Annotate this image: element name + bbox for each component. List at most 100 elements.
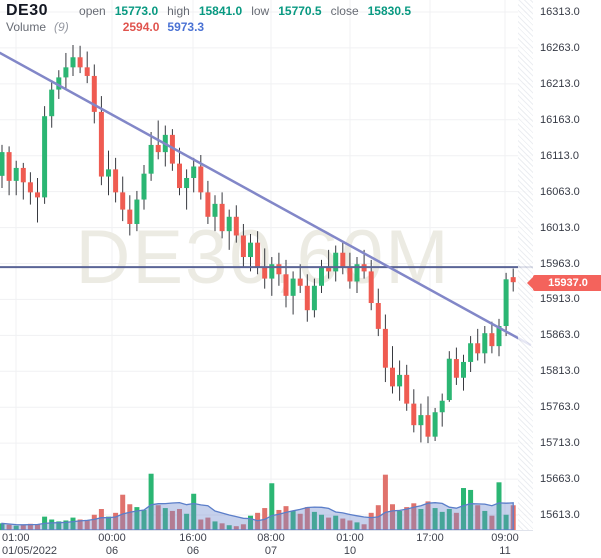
candle [468,336,474,373]
candle [354,257,360,293]
candle [262,248,268,289]
volume-bar [347,520,353,530]
candle [453,347,459,385]
low-label: low [251,4,270,18]
time-axis-tick: 00:00 06 [98,532,126,557]
volume-value: 2594.0 [122,20,160,34]
volume-bar [311,511,317,530]
high-label: high [167,4,190,18]
volume-bar [418,509,424,530]
candle [70,45,76,76]
candle [432,407,438,441]
price-axis-label: 15863.0 [540,329,580,342]
volume-bar [84,520,90,530]
volume-bar [148,473,154,530]
time-axis-tick: 08:00 07 [257,532,285,557]
candle [510,268,516,292]
volume-bar [120,494,126,530]
candle [240,223,246,268]
candle [319,259,324,293]
volume-bar [20,525,26,530]
candle [290,271,296,315]
volume-bar [212,521,218,530]
volume-ma-value: 5973.3 [167,20,205,34]
volume-bar [283,506,289,530]
candle [233,205,239,243]
candle [347,252,353,289]
candle [411,389,417,433]
volume-bar [98,509,104,530]
volume-bar [49,519,55,530]
volume-bar [446,509,452,530]
candle [248,234,253,272]
volume-bar [390,504,395,530]
candle [91,64,97,124]
time-axis[interactable]: 01:00 01/05/2022 00:00 06 16:00 06 08:00 07 01:0… [0,530,533,558]
price-axis-label: 15763.0 [540,401,580,414]
volume-bar [77,519,83,530]
volume-bar [70,517,76,530]
price-axis-label: 15913.0 [540,293,580,306]
candle [184,169,190,210]
candle [84,51,90,84]
volume-bar [106,516,111,530]
candle [205,180,211,224]
high-value: 15841.0 [198,4,243,18]
volume-bar [169,510,175,530]
volume-bar [326,517,332,530]
candle [375,288,381,337]
symbol-title[interactable]: DE30 [6,2,49,19]
price-axis-label: 15813.0 [540,365,580,378]
volume-bar [27,523,33,530]
volume-bar [255,512,261,530]
candle [489,321,495,354]
candle [148,132,154,181]
candle [6,146,12,196]
volume-bar [233,526,239,530]
candle [226,209,232,250]
volume-bar [304,507,310,530]
price-axis-label: 15613.0 [540,509,580,521]
symbol-watermark: DE30,60M [75,215,450,300]
volume-bar [432,508,438,530]
volume-bar [177,509,182,530]
candle [475,328,481,361]
candle [98,96,104,186]
candle [219,192,225,239]
volume-bar [425,501,431,530]
candle [177,147,182,196]
volume-bar [219,523,225,530]
candle [326,249,332,279]
candle [127,195,133,236]
time-axis-tick: 17:00 [416,532,444,544]
candle [311,278,317,318]
volume-bar [482,510,488,530]
volume-bar [439,511,445,530]
volume-bar [489,515,495,530]
volume-bar [269,483,275,530]
price-axis-label: 16063.0 [540,185,580,198]
volume-label[interactable]: Volume [6,20,47,34]
volume-period: (9) [54,20,69,34]
price-axis-label: 15963.0 [540,257,580,270]
time-axis-tick: 01:00 01/05/2022 [2,532,58,557]
candle [404,364,410,411]
candle [269,257,275,296]
volume-bar [461,488,466,530]
volume-bar [113,512,119,530]
volume-bar [340,518,346,530]
candle [382,314,388,383]
candle [77,45,83,74]
price-axis-label: 16213.0 [540,77,580,90]
volume-bar [354,522,360,530]
candle [63,52,69,89]
candle [212,195,218,232]
trendline[interactable] [0,51,532,346]
volume-bar [6,524,12,530]
volume-bar [191,493,197,530]
volume-bar [276,509,282,530]
volume-bar [198,519,204,530]
price-axis-label: 16013.0 [540,221,580,234]
